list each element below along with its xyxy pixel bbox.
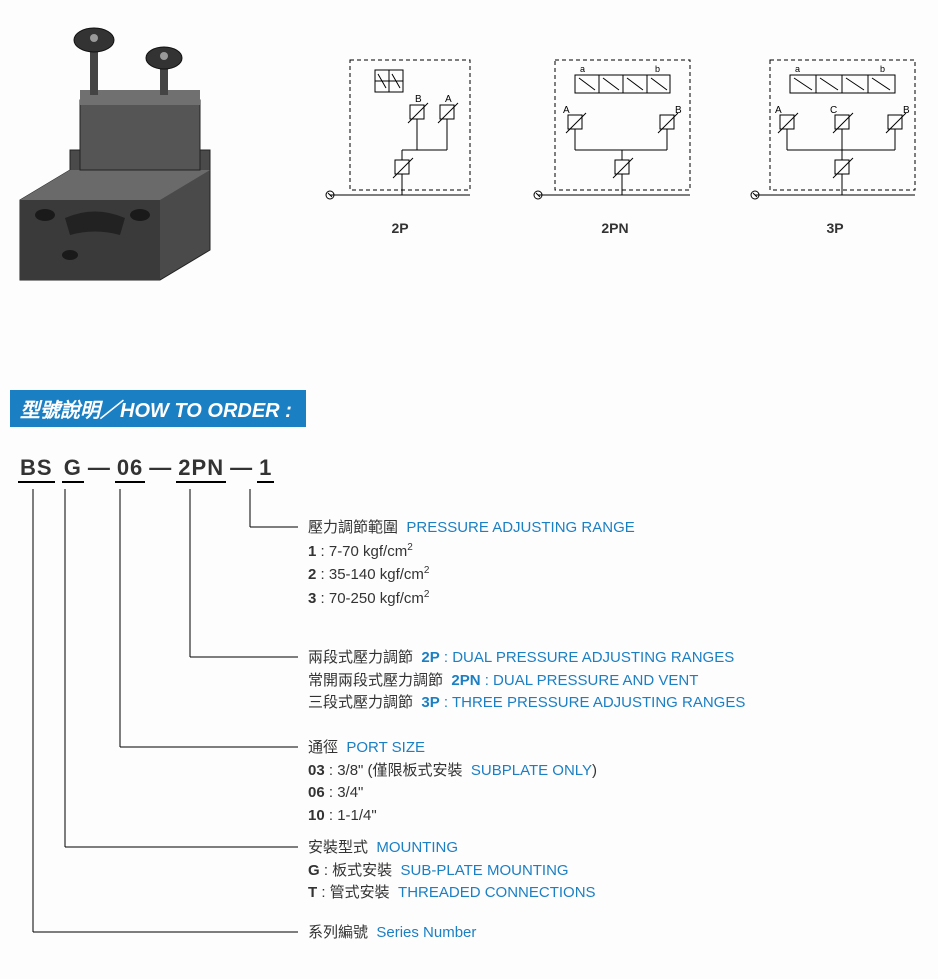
type-2-code: 2PN	[451, 672, 480, 689]
mounting-title-en: MOUNTING	[376, 839, 458, 856]
mounting-title-zh: 安裝型式	[308, 839, 368, 856]
mounting-g-en: SUB-PLATE MOUNTING	[401, 862, 569, 879]
code-seg-06: 06	[115, 455, 145, 483]
port-03-key: 03	[308, 762, 325, 779]
diagram-3p-label: 3P	[826, 220, 843, 236]
order-breakdown: 壓力調節範圍 PRESSURE ADJUSTING RANGE 1 : 7-70…	[18, 489, 928, 969]
diagram-2pn-label: 2PN	[601, 220, 628, 236]
mounting-t-en: THREADED CONNECTIONS	[398, 884, 596, 901]
diagram-3p: a b A C B	[750, 50, 920, 236]
type-3-code: 3P	[421, 694, 439, 711]
breakdown-lines	[18, 489, 308, 959]
type-1-en: : DUAL PRESSURE ADJUSTING RANGES	[440, 649, 735, 666]
pressure-block: 壓力調節範圍 PRESSURE ADJUSTING RANGE 1 : 7-70…	[308, 517, 635, 610]
diagram-2pn: a b A B	[530, 50, 700, 236]
code-seg-2pn: 2PN	[176, 455, 226, 483]
mounting-t-zh: : 管式安裝	[317, 884, 390, 901]
pressure-title-zh: 壓力調節範圍	[308, 519, 398, 536]
series-block: 系列編號 Series Number	[308, 922, 476, 945]
code-seg-1: 1	[257, 455, 274, 483]
type-3-zh: 三段式壓力調節	[308, 694, 413, 711]
code-dash: —	[149, 455, 172, 480]
top-a-label: a	[580, 64, 585, 74]
code-seg-g: G	[62, 455, 84, 483]
port-03-val: : 3/8" (僅限板式安裝	[325, 762, 463, 779]
port-b-label: B	[903, 105, 910, 116]
code-dash: —	[230, 455, 253, 480]
port-a-label: A	[445, 94, 452, 105]
port-06-key: 06	[308, 784, 325, 801]
pressure-1-val: : 7-70 kgf/cm	[316, 543, 407, 560]
port-b-label: B	[415, 94, 422, 105]
series-en: Series Number	[376, 924, 476, 941]
mounting-g-key: G	[308, 862, 320, 879]
port-title-zh: 通徑	[308, 739, 338, 756]
mounting-g-zh: : 板式安裝	[320, 862, 393, 879]
port-06-val: : 3/4"	[325, 784, 364, 801]
top-section: B A 2P	[10, 10, 928, 300]
port-10-val: : 1-1/4"	[325, 807, 377, 824]
pressure-3-val: : 70-250 kgf/cm	[316, 590, 424, 607]
order-code: BS G—06—2PN—1	[18, 455, 928, 483]
series-zh: 系列編號	[308, 924, 368, 941]
code-dash: —	[88, 455, 111, 480]
type-1-code: 2P	[421, 649, 439, 666]
port-a-label: A	[775, 105, 782, 116]
port-block: 通徑 PORT SIZE 03 : 3/8" (僅限板式安裝 SUBPLATE …	[308, 737, 597, 827]
type-block: 兩段式壓力調節 2P : DUAL PRESSURE ADJUSTING RAN…	[308, 647, 745, 715]
port-c-label: C	[830, 105, 837, 116]
type-3-en: : THREE PRESSURE ADJUSTING RANGES	[440, 694, 746, 711]
diagram-2p-label: 2P	[391, 220, 408, 236]
schematic-diagrams: B A 2P	[320, 50, 920, 236]
port-a-label: A	[563, 105, 570, 116]
top-b-label: b	[655, 64, 660, 74]
mounting-block: 安裝型式 MOUNTING G : 板式安裝 SUB-PLATE MOUNTIN…	[308, 837, 596, 905]
pressure-1-sup: 2	[407, 542, 413, 553]
top-a-label: a	[795, 64, 800, 74]
product-image	[10, 10, 230, 300]
code-seg-bs: BS	[18, 455, 55, 483]
port-03-en: SUBPLATE ONLY	[471, 762, 592, 779]
port-10-key: 10	[308, 807, 325, 824]
pressure-2-sup: 2	[424, 565, 430, 576]
pressure-2-val: : 35-140 kgf/cm	[316, 566, 424, 583]
mounting-t-key: T	[308, 884, 317, 901]
pressure-title-en: PRESSURE ADJUSTING RANGE	[406, 519, 634, 536]
type-2-zh: 常開兩段式壓力調節	[308, 672, 443, 689]
how-to-order-header: 型號說明／HOW TO ORDER :	[10, 390, 306, 427]
port-title-en: PORT SIZE	[346, 739, 425, 756]
port-03-close: )	[592, 762, 597, 779]
port-b-label: B	[675, 105, 682, 116]
type-1-zh: 兩段式壓力調節	[308, 649, 413, 666]
type-2-en: : DUAL PRESSURE AND VENT	[481, 672, 699, 689]
pressure-3-sup: 2	[424, 589, 430, 600]
top-b-label: b	[880, 64, 885, 74]
diagram-2p: B A 2P	[320, 50, 480, 236]
